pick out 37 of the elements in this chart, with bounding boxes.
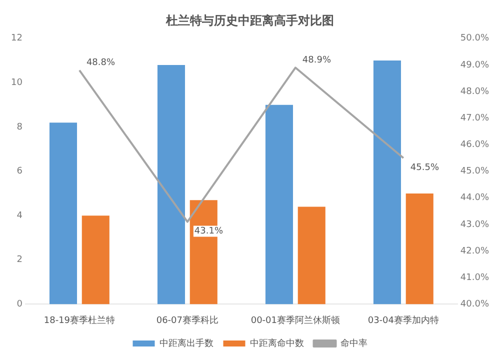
bar <box>82 216 110 304</box>
bar <box>265 104 293 304</box>
legend-label: 中距离出手数 <box>159 338 214 349</box>
y-tick-label: 12 <box>11 34 22 44</box>
chart-title: 杜兰特与历史中距离高手对比图 <box>165 13 334 28</box>
y2-tick-label: 44.0% <box>460 193 490 204</box>
legend-label: 中距离命中数 <box>250 338 304 349</box>
y2-tick-label: 40.0% <box>460 300 490 310</box>
y-tick-label: 4 <box>16 210 23 221</box>
y-tick-label: 2 <box>16 255 22 266</box>
y-tick-label: 10 <box>11 78 23 88</box>
y2-tick-label: 41.0% <box>460 272 490 283</box>
x-tick-label: 00-01赛季阿兰休斯顿 <box>250 314 340 326</box>
x-tick-label: 06-07赛季科比 <box>156 314 219 326</box>
y-tick-label: 8 <box>16 122 23 132</box>
y2-tick-label: 48.0% <box>460 86 490 97</box>
bar <box>406 193 434 304</box>
y2-tick-label: 49.0% <box>460 60 490 70</box>
x-tick-label: 18-19赛季杜兰特 <box>44 314 116 326</box>
y-tick-label: 6 <box>16 166 23 177</box>
bar <box>49 122 78 304</box>
y2-tick-label: 45.0% <box>460 166 490 177</box>
y2-tick-label: 50.0% <box>460 34 490 44</box>
y2-tick-label: 46.0% <box>460 140 490 150</box>
data-label: 48.8% <box>86 58 116 68</box>
data-label: 48.9% <box>302 55 332 66</box>
y2-tick-label: 47.0% <box>460 113 490 124</box>
y2-tick-label: 42.0% <box>460 246 490 256</box>
x-tick-label: 03-04赛季加内特 <box>368 314 439 326</box>
bar <box>157 64 186 304</box>
data-label: 45.5% <box>410 162 440 173</box>
legend-label: 命中率 <box>340 338 368 349</box>
y-tick-label: 0 <box>16 300 23 310</box>
bar <box>373 60 401 304</box>
data-label: 43.1% <box>194 226 224 237</box>
bar <box>298 206 326 304</box>
y2-tick-label: 43.0% <box>460 220 490 230</box>
